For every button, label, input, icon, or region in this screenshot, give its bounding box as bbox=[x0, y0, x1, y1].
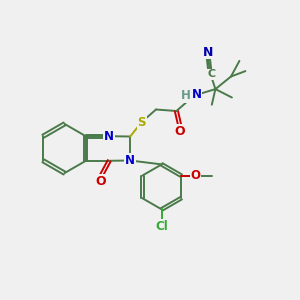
Text: N: N bbox=[191, 88, 202, 101]
Text: C: C bbox=[208, 69, 216, 80]
Text: O: O bbox=[190, 169, 201, 182]
Text: O: O bbox=[175, 125, 185, 138]
Text: H: H bbox=[182, 89, 191, 102]
Text: N: N bbox=[203, 46, 213, 59]
Text: N: N bbox=[125, 154, 135, 167]
Text: N: N bbox=[104, 130, 114, 143]
Text: O: O bbox=[95, 175, 106, 188]
Text: S: S bbox=[137, 116, 146, 129]
Text: Cl: Cl bbox=[155, 220, 168, 233]
